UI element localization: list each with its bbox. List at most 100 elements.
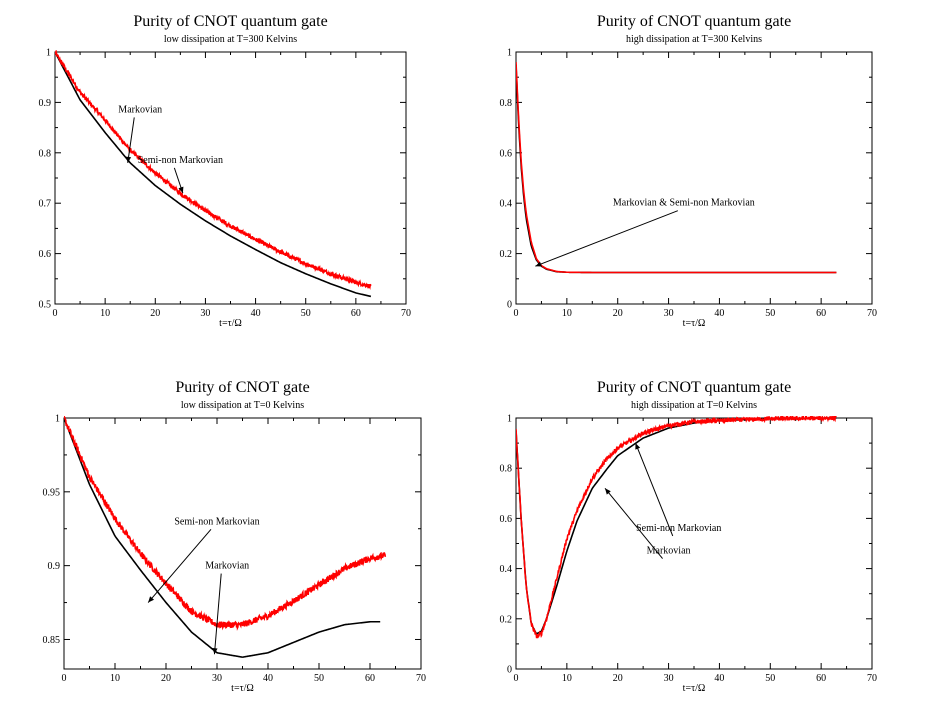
x-tick-label: 30 [212,673,222,684]
y-tick-label: 1 [507,414,512,425]
chart-title: Purity of CNOT quantum gate [597,13,791,30]
series-semi-non-markovian-line [516,416,837,639]
annotation-arrowhead [535,261,542,267]
y-tick-label: 0 [507,665,512,676]
x-axis-label: t=τ/Ω [231,683,254,694]
chart-2: Purity of CNOT quantum gate high dissipat… [500,13,878,329]
chart-subtitle: high dissipation at T=300 Kelvins [626,34,762,45]
x-tick-label: 60 [351,308,361,319]
y-tick-label: 0 [507,300,512,311]
y-tick-label: 1 [55,414,60,425]
y-tick-label: 1 [507,48,512,59]
y-tick-label: 0.6 [500,148,513,159]
chart-3: Purity of CNOT gate low dissipation at T=… [43,379,427,694]
plot-frame [515,51,873,305]
x-axis-label: t=τ/Ω [219,318,242,329]
y-tick-label: 1 [46,48,51,59]
y-tick-label: 0.9 [48,561,61,572]
x-tick-label: 10 [562,308,572,319]
y-tick-label: 0.7 [39,199,52,210]
annotation-label: Semi-non Markovian [636,523,721,534]
series-markovian-line [516,64,837,274]
y-tick-label: 0.95 [43,487,61,498]
annotation-arrowhead [212,648,218,655]
x-tick-label: 40 [714,308,724,319]
annotation-arrowhead [125,156,132,163]
annotation-label: Markovian [118,104,162,115]
x-tick-label: 20 [161,673,171,684]
y-tick-label: 0.6 [500,514,513,525]
annotation-arrow [635,442,674,537]
x-tick-label: 50 [765,673,775,684]
x-tick-label: 0 [514,673,519,684]
chart-1: Purity of CNOT quantum gate low dissipati… [39,13,412,329]
x-tick-label: 40 [263,673,273,684]
x-tick-label: 50 [314,673,324,684]
x-tick-label: 70 [401,308,411,319]
annotation-label: Markovian [205,561,249,572]
annotation-arrow [604,487,663,559]
y-tick-label: 0.8 [500,464,513,475]
x-tick-label: 70 [867,673,877,684]
chart-subtitle: high dissipation at T=0 Kelvins [631,400,757,411]
plot-frame [63,417,422,670]
chart-subtitle: low dissipation at T=300 Kelvins [164,34,297,45]
x-tick-label: 20 [150,308,160,319]
x-tick-label: 50 [765,308,775,319]
plot-frame [54,51,407,305]
x-axis-label: t=τ/Ω [683,318,706,329]
y-tick-label: 0.9 [39,98,52,109]
x-tick-label: 40 [714,673,724,684]
chart-subtitle: low dissipation at T=0 Kelvins [181,400,304,411]
y-tick-label: 0.85 [43,635,61,646]
y-tick-label: 0.2 [500,249,513,260]
series-semi-non-markovian-line [64,416,387,631]
annotation-arrow [127,117,135,163]
chart-4: Purity of CNOT quantum gate high dissipat… [500,379,878,694]
x-tick-label: 70 [416,673,426,684]
y-tick-label: 0.2 [500,614,513,625]
x-tick-label: 30 [664,308,674,319]
annotation-arrow [535,210,679,267]
series-semi-non-markovian-line [516,62,837,274]
x-tick-label: 60 [816,308,826,319]
x-tick-label: 0 [62,673,67,684]
x-tick-label: 20 [613,308,623,319]
annotation-arrow [147,528,212,603]
x-tick-label: 10 [110,673,120,684]
y-tick-label: 0.5 [39,300,52,311]
x-tick-label: 0 [514,308,519,319]
annotation-arrowhead [605,488,611,495]
series-semi-non-markovian-line [55,50,372,291]
y-tick-label: 0.4 [500,199,513,210]
annotation-arrowhead [635,443,641,450]
x-tick-label: 60 [816,673,826,684]
annotation-label: Markovian & Semi-non Markovian [613,198,755,209]
x-tick-label: 60 [365,673,375,684]
chart-title: Purity of CNOT quantum gate [597,379,791,396]
chart-title: Purity of CNOT quantum gate [133,13,327,30]
x-tick-label: 20 [613,673,623,684]
chart-title: Purity of CNOT gate [175,379,309,396]
y-tick-label: 0.6 [39,249,52,260]
x-tick-label: 40 [251,308,261,319]
series-markovian-line [64,417,381,658]
annotation-label: Semi-non Markovian [174,516,259,527]
x-tick-label: 30 [200,308,210,319]
annotation-arrow [213,573,222,655]
x-tick-label: 50 [301,308,311,319]
y-tick-label: 0.8 [39,148,52,159]
x-tick-label: 30 [664,673,674,684]
x-tick-label: 70 [867,308,877,319]
x-axis-label: t=τ/Ω [683,683,706,694]
x-tick-label: 10 [562,673,572,684]
y-tick-label: 0.4 [500,564,513,575]
series-markovian-line [55,51,372,298]
annotation-arrowhead [178,186,184,194]
x-tick-label: 0 [53,308,58,319]
annotation-label: Semi-non Markovian [138,155,223,166]
annotation-label: Markovian [647,546,691,557]
x-tick-label: 10 [100,308,110,319]
y-tick-label: 0.8 [500,98,513,109]
